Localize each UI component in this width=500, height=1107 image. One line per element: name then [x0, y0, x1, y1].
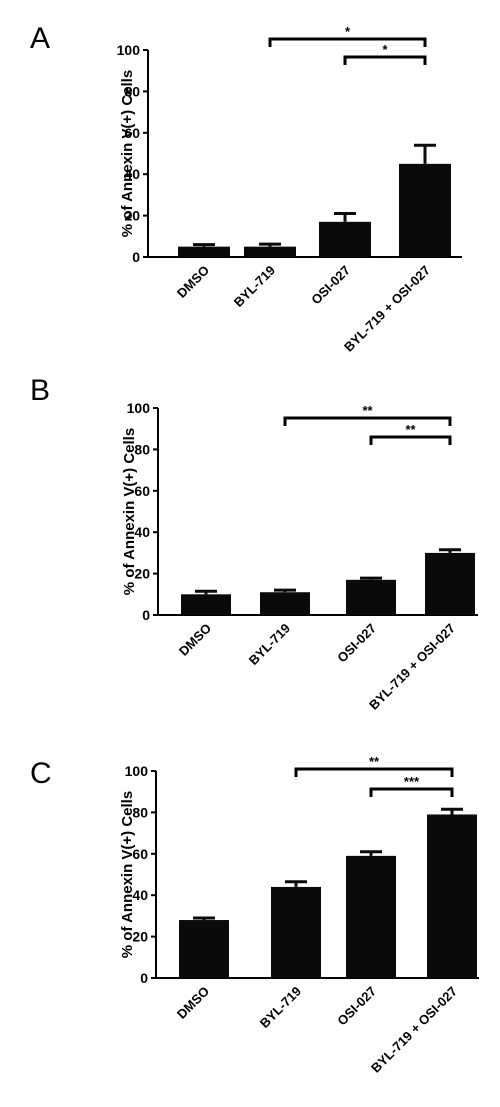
- y-tick-label: 60: [134, 483, 150, 499]
- y-tick-label: 60: [124, 125, 140, 141]
- significance-bracket: [369, 435, 452, 445]
- significance-label: **: [405, 422, 416, 437]
- panel-c: C 0 20 40 60 80 100 % of Annexin V(+) Cells DMSO…: [30, 754, 479, 1076]
- panel-b: B 0 20 40 60 80 100 % of Annexin V(+) Cells DMSO…: [30, 374, 478, 713]
- x-tick-label: DMSO: [174, 263, 212, 301]
- significance-label: **: [369, 754, 380, 769]
- significance-bracket: [283, 416, 452, 426]
- significance-bracket: [268, 37, 427, 47]
- x-tick-label: BYL-719 + OSI-027: [341, 263, 433, 355]
- y-tick-label: 0: [140, 970, 148, 986]
- y-axis-label: % of Annexin V(+) Cells: [119, 791, 136, 958]
- x-tick-label: OSI-027: [308, 263, 353, 308]
- significance-bracket: [343, 55, 427, 65]
- x-tick-label: BYL-719: [231, 263, 278, 310]
- x-tick-label: BYL-719: [246, 621, 293, 668]
- y-tick-label: 0: [132, 249, 140, 265]
- significance-label: **: [362, 403, 373, 418]
- bar-3: [319, 221, 371, 257]
- y-tick-label: 40: [124, 166, 140, 182]
- bar-2: [271, 886, 321, 978]
- y-tick-label: 20: [124, 208, 140, 224]
- y-tick-label: 40: [134, 524, 150, 540]
- panel-label: A: [30, 22, 50, 55]
- y-axis-label: % of Annexin V(+) Cells: [119, 70, 136, 237]
- x-tick-label: BYL-719 + OSI-027: [366, 621, 458, 713]
- x-tick-label: OSI-027: [334, 621, 379, 666]
- x-tick-label: DMSO: [174, 984, 212, 1022]
- x-tick-label: BYL-719 + OSI-027: [368, 984, 460, 1076]
- bar-4: [399, 163, 451, 257]
- y-axis-label: % of Annexin V(+) Cells: [121, 428, 138, 595]
- bar-2: [244, 246, 296, 257]
- y-tick-label: 100: [117, 42, 141, 58]
- panel-a: A 0 20 40 60 80 100 % of Annexin V(+) Cells DMSO…: [30, 22, 462, 355]
- bar-4: [427, 814, 477, 978]
- bar-4: [425, 552, 475, 615]
- y-tick-label: 80: [132, 804, 148, 820]
- bar-3: [346, 579, 396, 615]
- x-tick-label: DMSO: [176, 621, 214, 659]
- bar-1: [179, 920, 229, 978]
- y-tick-label: 100: [125, 763, 149, 779]
- y-tick-label: 60: [132, 846, 148, 862]
- panel-label: B: [30, 374, 50, 407]
- x-tick-label: BYL-719: [257, 984, 304, 1031]
- x-tick-label: OSI-027: [334, 984, 379, 1029]
- significance-label: *: [382, 42, 388, 57]
- y-tick-label: 20: [132, 929, 148, 945]
- bar-3: [346, 855, 396, 978]
- y-tick-label: 0: [142, 607, 150, 623]
- y-tick-label: 40: [132, 887, 148, 903]
- bar-2: [260, 592, 310, 615]
- significance-bracket: [294, 767, 454, 777]
- bar-1: [181, 594, 231, 615]
- y-tick-label: 20: [134, 566, 150, 582]
- panel-label: C: [30, 757, 52, 790]
- y-tick-label: 80: [124, 83, 140, 99]
- y-tick-label: 80: [134, 441, 150, 457]
- significance-label: *: [345, 24, 351, 39]
- bar-1: [178, 246, 230, 257]
- y-tick-label: 100: [127, 400, 151, 416]
- significance-label: ***: [404, 774, 420, 789]
- significance-bracket: [369, 787, 454, 797]
